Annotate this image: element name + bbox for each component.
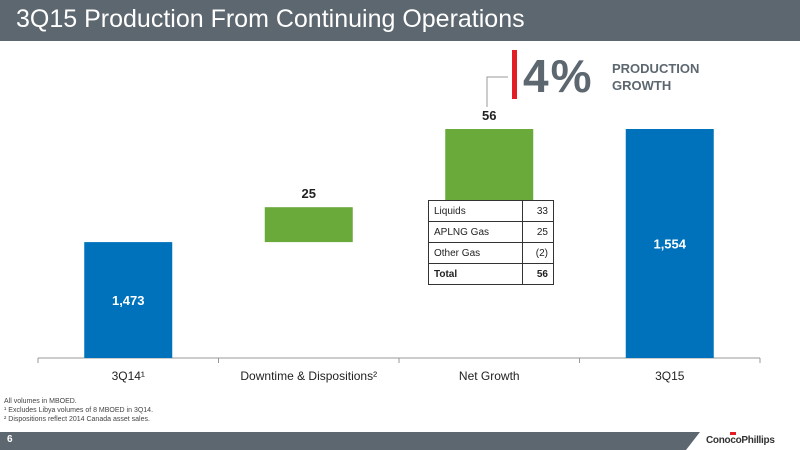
footer-bar: 6 xyxy=(0,432,800,450)
category-label: 3Q14¹ xyxy=(112,369,145,383)
bar-value-label: 56 xyxy=(482,108,496,123)
footnote: All volumes in MBOED. xyxy=(4,398,77,405)
table-cell-value: 33 xyxy=(522,200,554,222)
table-total-row: Total 56 xyxy=(428,263,554,285)
bar-total xyxy=(625,129,714,358)
footnotes: All volumes in MBOED. ¹ Excludes Libya v… xyxy=(4,397,153,424)
table-cell-name: Liquids xyxy=(428,200,523,222)
category-label: 3Q15 xyxy=(655,369,685,383)
growth-label: PRODUCTION GROWTH xyxy=(612,61,700,93)
category-label: Downtime & Dispositions² xyxy=(240,369,377,383)
table-cell-name: Other Gas xyxy=(428,242,523,264)
bar-delta xyxy=(264,207,353,243)
table-row: Other Gas (2) xyxy=(428,242,554,264)
logo-text: ConocoPhillips xyxy=(706,435,775,446)
footnote: ² Dispositions reflect 2014 Canada asset… xyxy=(4,416,150,423)
title-bar: 3Q15 Production From Continuing Operatio… xyxy=(0,0,800,41)
accent-red-bar xyxy=(512,50,517,99)
growth-percent: 4% xyxy=(523,50,594,102)
waterfall-chart: 1,473 3Q14¹ 25 Downtime & Dispositions² 56 Ne… xyxy=(37,76,761,383)
table-row: APLNG Gas 25 xyxy=(428,221,554,243)
table-cell-value: 25 xyxy=(522,221,554,243)
page-title: 3Q15 Production From Continuing Operatio… xyxy=(16,5,525,33)
net-growth-table: Liquids 33 APLNG Gas 25 Other Gas (2) To… xyxy=(428,200,554,285)
table-cell-name: Total xyxy=(428,263,523,285)
bar-value-label: 1,473 xyxy=(112,293,145,308)
table-cell-value: (2) xyxy=(522,242,554,264)
logo: ConocoPhillips xyxy=(686,432,800,450)
table-row: Liquids 33 xyxy=(428,200,554,222)
table-cell-value: 56 xyxy=(522,263,554,285)
bar-value-label: 25 xyxy=(302,186,316,201)
bar-value-label: 1,554 xyxy=(653,237,686,252)
bar-total xyxy=(84,242,173,358)
bar-delta xyxy=(445,129,534,208)
category-label: Net Growth xyxy=(459,369,520,383)
page-number: 6 xyxy=(7,434,13,445)
footnote: ¹ Excludes Libya volumes of 8 MBOED in 3… xyxy=(4,407,154,414)
logo-mark xyxy=(730,432,736,435)
table-cell-name: APLNG Gas xyxy=(428,221,523,243)
callout-connector xyxy=(486,76,508,107)
